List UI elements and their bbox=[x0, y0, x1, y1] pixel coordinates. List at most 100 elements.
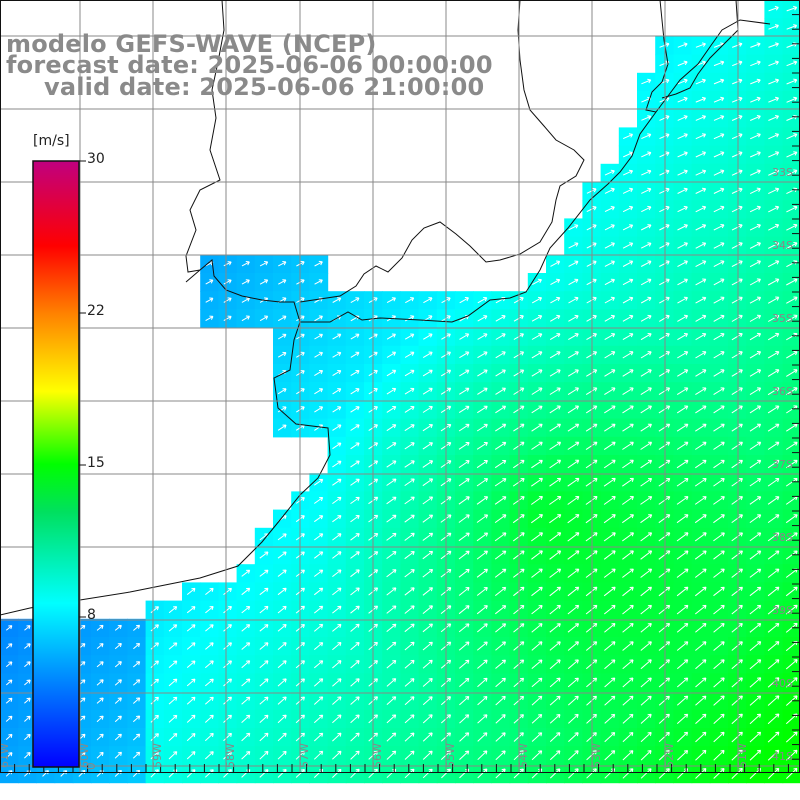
wind-arrow bbox=[459, 387, 470, 395]
wind-arrow bbox=[641, 169, 652, 176]
wind-arrow bbox=[567, 604, 580, 615]
wind-arrow bbox=[459, 351, 470, 359]
wind-arrow bbox=[604, 169, 615, 176]
wind-arrow bbox=[640, 496, 653, 505]
wind-arrow bbox=[332, 660, 342, 669]
wind-arrow bbox=[695, 169, 707, 176]
wind-arrow bbox=[386, 569, 397, 578]
wind-arrow bbox=[676, 677, 689, 688]
wind-arrow bbox=[332, 569, 342, 577]
wind-arrow bbox=[404, 605, 415, 614]
wind-arrow bbox=[695, 641, 707, 651]
wind-arrow bbox=[640, 731, 652, 743]
wind-arrow bbox=[494, 532, 507, 542]
wind-arrow bbox=[476, 568, 488, 578]
wind-arrow bbox=[186, 751, 196, 760]
wind-arrow bbox=[695, 133, 707, 140]
wind-arrow bbox=[205, 315, 214, 322]
wind-arrow bbox=[658, 768, 670, 779]
wind-arrow bbox=[786, 749, 798, 761]
wind-arrow bbox=[604, 333, 616, 341]
wind-arrow bbox=[150, 678, 159, 687]
wind-arrow bbox=[695, 405, 707, 414]
wind-arrow bbox=[114, 624, 122, 631]
wind-arrow bbox=[640, 550, 653, 560]
wind-arrow bbox=[567, 477, 580, 487]
wind-arrow bbox=[676, 695, 689, 706]
wind-arrow bbox=[313, 678, 324, 687]
wind-arrow bbox=[767, 459, 780, 469]
wind-arrow bbox=[695, 659, 707, 670]
wind-arrow bbox=[567, 514, 580, 524]
wind-arrow bbox=[640, 369, 652, 377]
wind-arrow bbox=[567, 496, 580, 505]
wind-arrow bbox=[658, 568, 671, 578]
wind-arrow bbox=[713, 641, 725, 651]
wind-arrow bbox=[24, 679, 31, 686]
wind-arrow bbox=[350, 569, 360, 578]
wind-arrow bbox=[676, 623, 689, 633]
wind-arrow bbox=[386, 696, 397, 705]
wind-arrow bbox=[386, 442, 397, 450]
wind-arrow bbox=[186, 660, 196, 668]
wind-arrow bbox=[386, 424, 397, 432]
wind-arrow bbox=[677, 242, 688, 249]
wind-arrow bbox=[785, 659, 798, 670]
wind-arrow bbox=[404, 641, 415, 651]
wind-arrow bbox=[713, 768, 725, 779]
wind-arrow bbox=[168, 696, 178, 705]
wind-arrow bbox=[658, 478, 671, 487]
wind-arrow bbox=[659, 296, 670, 304]
wind-arrow bbox=[622, 604, 634, 615]
wind-arrow bbox=[223, 261, 232, 267]
wind-arrow bbox=[24, 733, 31, 741]
wind-arrow bbox=[677, 333, 689, 341]
wind-arrow bbox=[350, 533, 360, 541]
wind-arrow bbox=[531, 514, 543, 524]
wind-arrow bbox=[405, 297, 415, 304]
wind-arrow bbox=[350, 297, 360, 304]
wind-arrow bbox=[386, 641, 397, 651]
wind-arrow bbox=[731, 441, 743, 450]
wind-arrow bbox=[549, 623, 561, 633]
wind-arrow bbox=[277, 642, 287, 650]
wind-arrow bbox=[186, 678, 196, 687]
wind-arrow bbox=[713, 459, 725, 469]
wind-arrow bbox=[749, 496, 762, 505]
wind-arrow bbox=[622, 187, 634, 194]
wind-arrow bbox=[458, 442, 470, 450]
wind-arrow bbox=[640, 333, 652, 341]
lon-label: 59W bbox=[151, 743, 164, 768]
wind-arrow bbox=[386, 750, 397, 760]
wind-arrow bbox=[786, 5, 798, 12]
wind-arrow bbox=[731, 532, 743, 542]
wind-arrow bbox=[550, 260, 561, 267]
wind-arrow bbox=[5, 697, 13, 704]
wind-arrow bbox=[622, 532, 634, 542]
lon-label: 51W bbox=[736, 743, 749, 768]
wind-arrow bbox=[531, 423, 543, 432]
forecast-date: forecast date: 2025-06-06 00:00:00 bbox=[6, 51, 493, 79]
wind-arrow bbox=[549, 333, 561, 341]
wind-arrow bbox=[713, 333, 725, 341]
wind-arrow bbox=[785, 731, 798, 743]
wind-arrow bbox=[622, 314, 634, 322]
wind-arrow bbox=[785, 604, 798, 615]
wind-arrow bbox=[459, 732, 470, 742]
wind-arrow bbox=[332, 297, 342, 303]
wind-arrow bbox=[422, 532, 434, 541]
wind-arrow bbox=[676, 496, 689, 505]
wind-arrow bbox=[713, 496, 725, 505]
wind-arrow bbox=[350, 732, 360, 742]
wind-arrow bbox=[568, 750, 579, 761]
wind-arrow bbox=[603, 514, 616, 524]
wind-arrow bbox=[404, 496, 415, 505]
wind-arrow bbox=[24, 661, 31, 668]
wind-arrow bbox=[786, 242, 798, 249]
lon-label: 55W bbox=[444, 743, 457, 768]
wind-arrow bbox=[458, 623, 470, 633]
wind-arrow bbox=[350, 388, 360, 395]
wind-arrow bbox=[549, 768, 561, 779]
wind-arrow bbox=[132, 715, 141, 723]
wind-arrow bbox=[604, 314, 616, 322]
